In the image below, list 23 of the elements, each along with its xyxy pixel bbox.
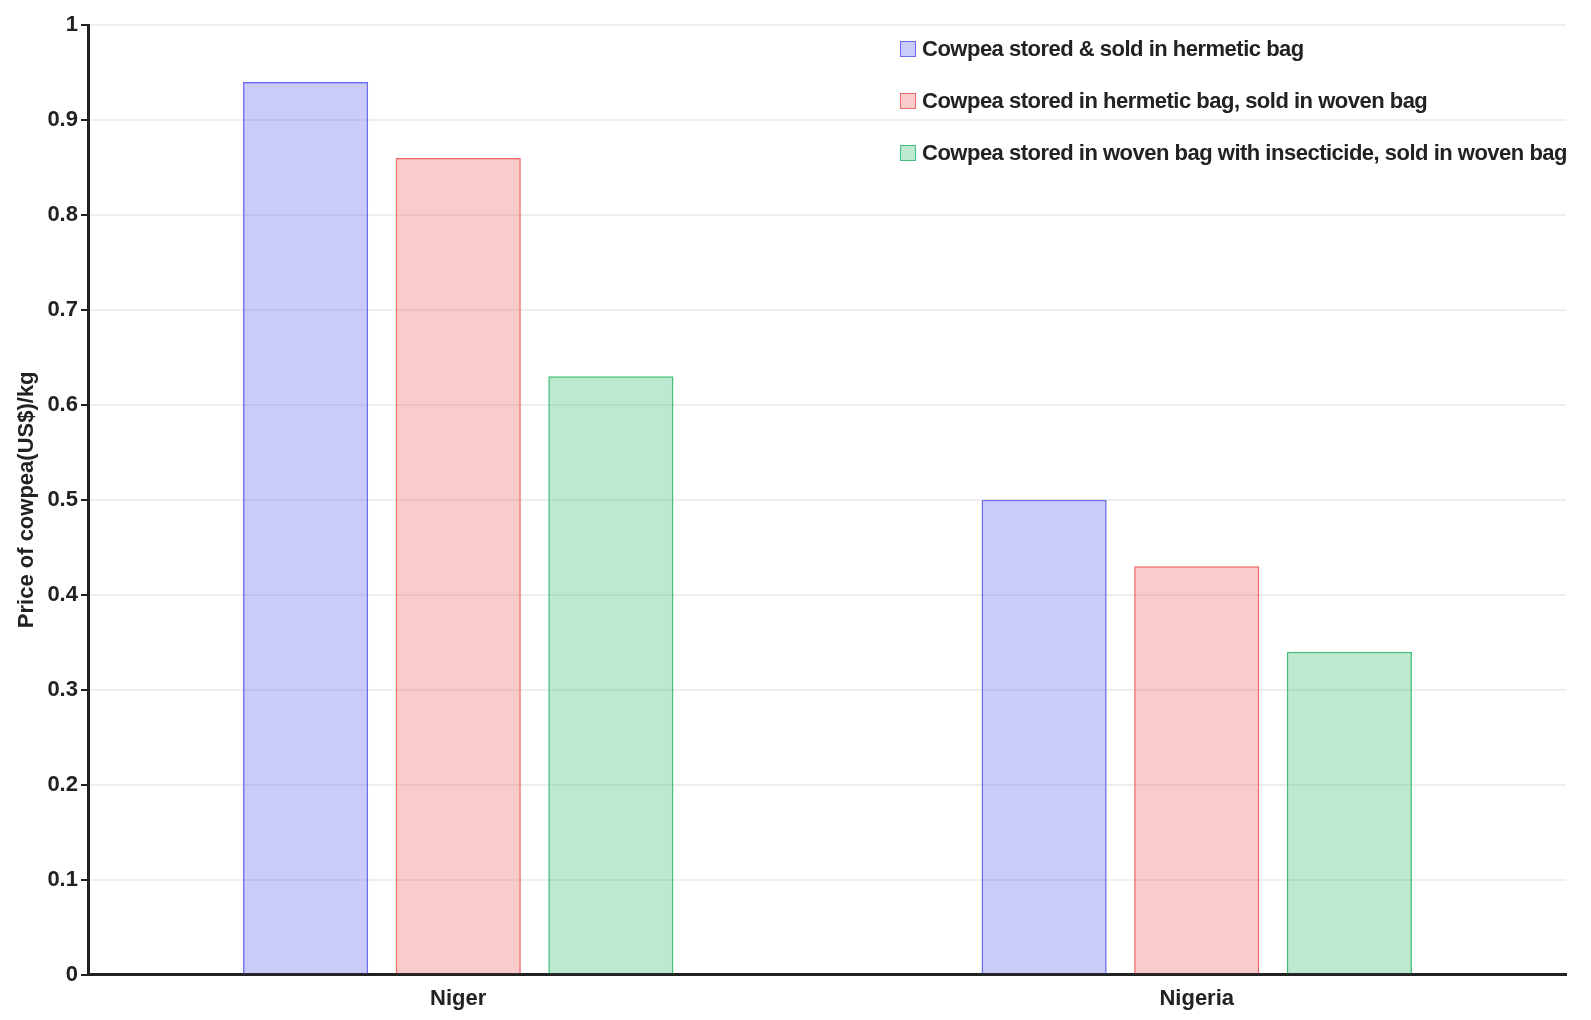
y-tick-label: 0.5 bbox=[47, 485, 78, 511]
y-tick-label: 0.1 bbox=[47, 865, 78, 891]
bar bbox=[981, 499, 1107, 974]
y-tick-label: 0.4 bbox=[47, 580, 79, 606]
y-tick-label: 0.8 bbox=[47, 200, 78, 226]
y-axis-title: Price of cowpea(US$)/kg bbox=[13, 371, 39, 629]
legend-label: Cowpea stored in hermetic bag, sold in woven bag bbox=[922, 88, 1428, 114]
y-tick-label: 0.2 bbox=[47, 770, 78, 796]
bar bbox=[1134, 566, 1260, 974]
x-tick-label: Niger bbox=[430, 984, 487, 1010]
bar bbox=[1286, 651, 1412, 974]
y-tick-label: 0 bbox=[65, 960, 78, 986]
legend-label: Cowpea stored in woven bag with insecticide, sold in woven bag bbox=[922, 140, 1567, 166]
bar bbox=[395, 157, 521, 974]
y-tick-label: 0.7 bbox=[47, 295, 78, 321]
x-tick-label: Nigeria bbox=[1159, 984, 1235, 1010]
bar bbox=[548, 376, 674, 974]
y-tick-label: 0.9 bbox=[47, 106, 78, 132]
bar bbox=[243, 81, 369, 974]
legend-label: Cowpea stored & sold in hermetic bag bbox=[922, 36, 1304, 62]
y-tick-label: 0.6 bbox=[47, 390, 78, 416]
y-tick-label: 0.3 bbox=[47, 675, 78, 701]
y-tick-label: 1 bbox=[65, 11, 78, 37]
